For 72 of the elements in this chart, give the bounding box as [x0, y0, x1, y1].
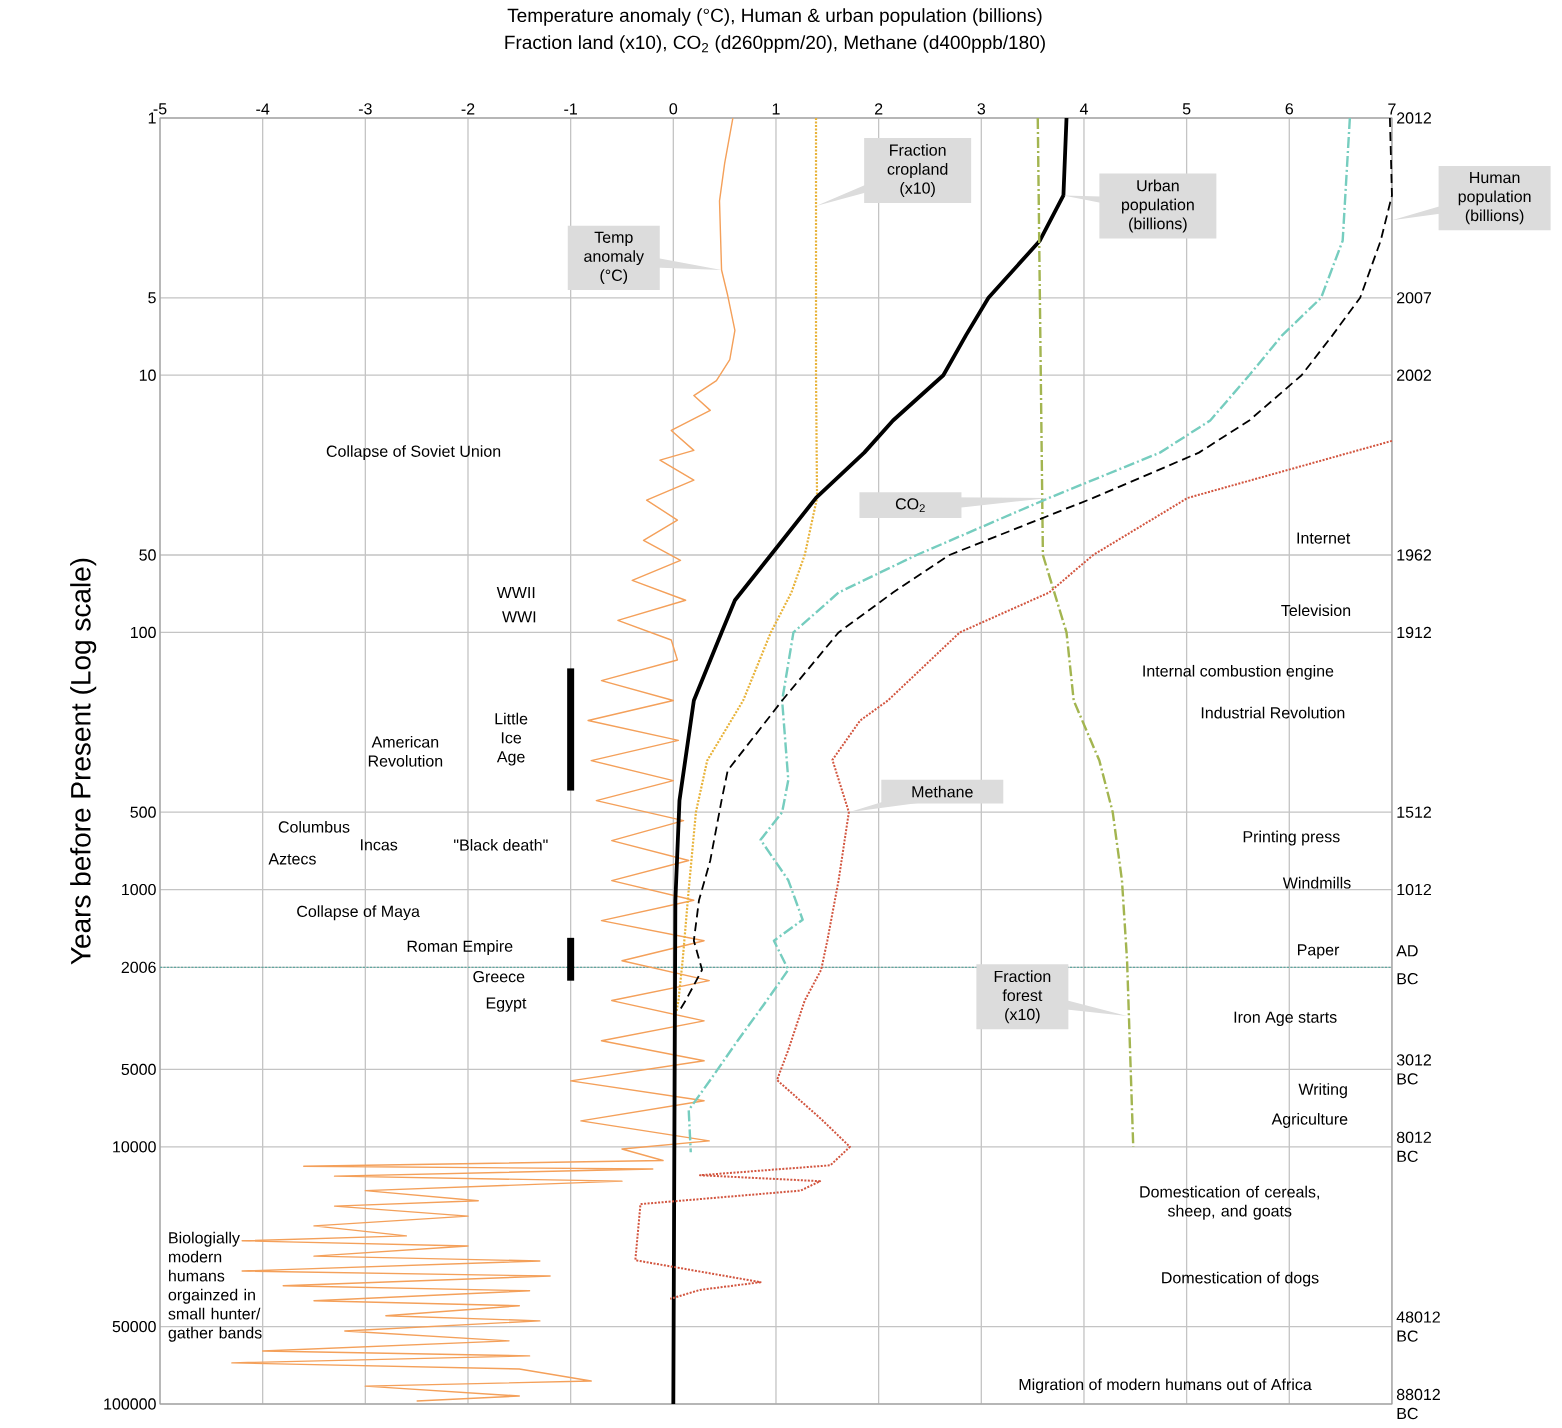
x-tick-label: -2 [461, 103, 475, 115]
annotation: Paper [1298, 944, 1340, 959]
text: 1912 [1397, 626, 1432, 639]
text: Urban population (billions) [1121, 179, 1194, 233]
annotation: Collapse of Maya [297, 905, 420, 921]
x-tick-label: 7 [1388, 103, 1396, 115]
y-tick-label: 1000 [122, 883, 156, 896]
annotation: Incas [361, 839, 398, 851]
text: 2002 [1397, 369, 1432, 381]
y-tick-label: 100000 [104, 1398, 156, 1410]
annotation: Egypt [486, 997, 527, 1012]
annotation: WWI [502, 611, 536, 623]
annotation: Television [1281, 604, 1351, 617]
y-tick-label: 10 [139, 369, 156, 381]
chart-title: Temperature anomaly (°C), Human & urban population (billions) [507, 8, 1042, 26]
text: Fraction forest (x10) [994, 970, 1051, 1024]
annotation: WWII [496, 587, 535, 599]
text: AD [1396, 945, 1418, 957]
y-axis-title: Years before Present (Log scale) [70, 558, 97, 965]
annotation: Greece [473, 971, 525, 983]
annotation: Biologially modern humans orgainzed in small hunter/ gather bands [168, 1231, 262, 1342]
annotation: Industrial Revolution [1201, 706, 1345, 719]
text: Temp anomaly (°C) [584, 231, 644, 285]
text: 48012 BC [1396, 1311, 1440, 1342]
text: 8012 BC [1396, 1131, 1432, 1162]
text: 1962 [1397, 549, 1432, 561]
text: 1012 [1397, 883, 1432, 896]
annotation: Little Ice Age [495, 712, 528, 766]
annotation: Printing press [1243, 830, 1340, 846]
annotation: American Revolution [368, 735, 443, 767]
annotation: Aztecs [268, 853, 316, 865]
y-tick-label: 100 [131, 626, 156, 639]
x-tick-label: -4 [256, 103, 270, 115]
annotation: Internal combustion engine [1143, 664, 1334, 680]
x-tick-label: 5 [1182, 103, 1191, 115]
y-tick-label: 2006 [121, 961, 156, 974]
text: 2012 [1397, 112, 1432, 124]
text: Human population (billions) [1458, 172, 1531, 225]
annotation: Windmills [1282, 876, 1351, 889]
x-tick-label: 4 [1079, 103, 1088, 115]
y-tick-label: 10000 [113, 1141, 156, 1153]
x-tick-label: -3 [358, 103, 372, 115]
text: 3012 BC [1396, 1054, 1432, 1085]
x-tick-label: -1 [564, 103, 577, 115]
annotation: Iron Age starts [1234, 1011, 1337, 1026]
y-tick-label: 50000 [112, 1320, 156, 1333]
x-tick-label: 0 [669, 103, 678, 115]
y-tick-label: 500 [130, 806, 156, 818]
y-tick-label: 5000 [121, 1063, 156, 1076]
x-tick-label: 2 [874, 103, 883, 115]
annotation: Collapse of Soviet Union [326, 445, 501, 461]
annotation: Internet [1297, 532, 1351, 544]
text: BC [1397, 973, 1418, 985]
chart-subtitle: Fraction land (x10), CO$_{2}$ (d260ppm/20), Methane (d400ppb/180) [505, 35, 1045, 53]
annotation: Domestication of cereals, sheep, and goats [1140, 1185, 1319, 1220]
annotation: Columbus [278, 820, 350, 833]
annotation: Writing [1298, 1083, 1347, 1099]
text: 88012 BC [1396, 1388, 1440, 1420]
annotation: Domestication of dogs [1162, 1271, 1319, 1287]
annotation: Roman Empire [407, 940, 513, 956]
text: CO$_{2}$ [895, 498, 925, 512]
y-tick-label: 5 [148, 292, 156, 304]
annotation: Agriculture [1271, 1113, 1348, 1128]
x-tick-label: 3 [977, 103, 986, 115]
y-tick-label: 50 [139, 549, 156, 561]
annotation: Migration of modern humans out of Africa [1019, 1378, 1312, 1394]
x-tick-label: 1 [772, 103, 780, 115]
text: Fraction cropland (x10) [887, 144, 948, 197]
x-tick-label: 6 [1285, 103, 1294, 115]
annotation: "Black death" [454, 839, 548, 851]
text: 1512 [1397, 806, 1432, 818]
text: 2007 [1397, 292, 1432, 304]
